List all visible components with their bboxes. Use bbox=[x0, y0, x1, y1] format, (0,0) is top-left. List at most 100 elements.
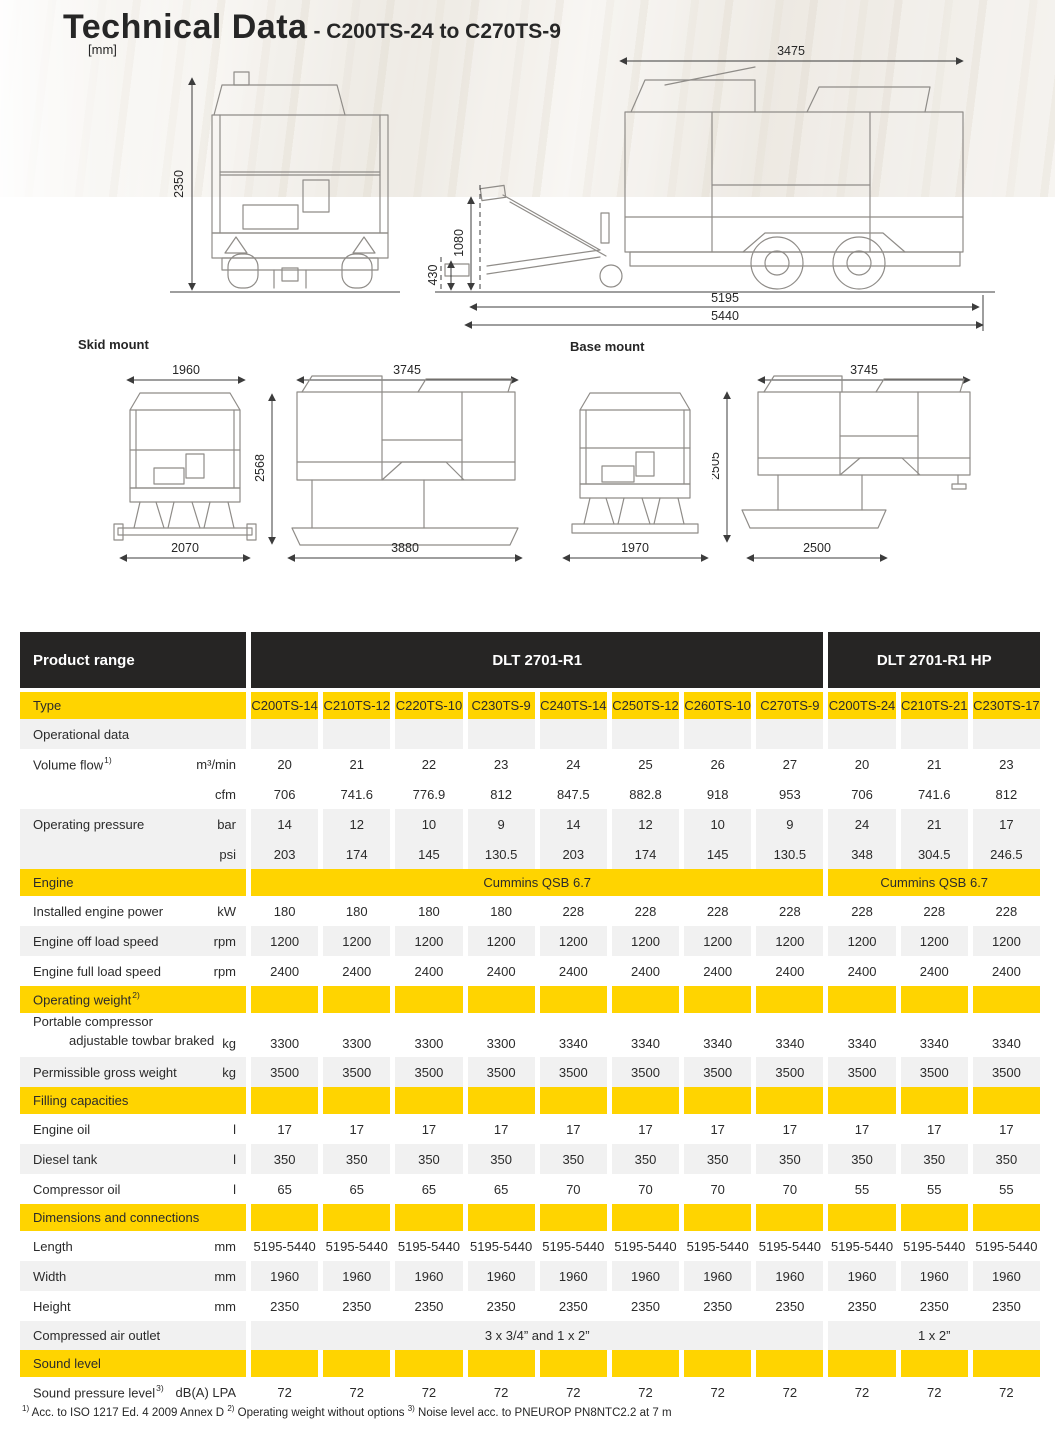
value-cell: 350 bbox=[972, 1144, 1040, 1174]
type-column-header: C210TS-12 bbox=[323, 692, 391, 719]
table-row: Engine off load speed rpm 1200 1200 1200 1200… bbox=[20, 926, 1040, 956]
table-row: Operational data bbox=[20, 719, 1040, 749]
value-cell: 55 bbox=[900, 1174, 968, 1204]
empty-cell bbox=[972, 1087, 1040, 1114]
skid-front-drawing: 1960 2070 bbox=[113, 363, 257, 562]
value-cell: 26 bbox=[684, 749, 752, 779]
dimension-label: 3475 bbox=[777, 45, 805, 58]
table-row: Sound pressure level3) dB(A) LPA 72 72 72 72 7… bbox=[20, 1377, 1040, 1407]
product-range-header: Product range bbox=[20, 632, 246, 688]
value-cell: 5195-5440 bbox=[828, 1231, 896, 1261]
value-cell: 1960 bbox=[467, 1261, 535, 1291]
type-column-header: C250TS-12 bbox=[611, 692, 680, 719]
base-side-drawing: 2505 3745 2500 bbox=[712, 363, 971, 562]
value-cell: 3300 bbox=[251, 1013, 319, 1057]
value-cell: 2400 bbox=[756, 956, 824, 986]
dimension-label: 2500 bbox=[803, 541, 831, 555]
value-cell: 14 bbox=[251, 809, 319, 839]
value-cell: 72 bbox=[972, 1377, 1040, 1407]
value-cell: 5195-5440 bbox=[395, 1231, 463, 1261]
value-cell: 1960 bbox=[900, 1261, 968, 1291]
empty-cell bbox=[828, 1204, 896, 1231]
merged-value-cell: Cummins QSB 6.7 bbox=[828, 869, 1040, 896]
empty-cell bbox=[467, 1350, 535, 1377]
value-cell: 2400 bbox=[395, 956, 463, 986]
value-cell: 1200 bbox=[684, 926, 752, 956]
table-row: Diesel tank l 350 350 350 350 350 350 350 350 350 3… bbox=[20, 1144, 1040, 1174]
table-row: Installed engine power kW 180 180 180 180 228 2… bbox=[20, 896, 1040, 926]
value-cell: 3340 bbox=[684, 1013, 752, 1057]
value-cell: 3500 bbox=[395, 1057, 463, 1087]
skid-side-drawing: 2568 3745 3880 bbox=[253, 363, 523, 562]
value-cell: 1960 bbox=[323, 1261, 391, 1291]
value-cell: 2350 bbox=[972, 1291, 1040, 1321]
empty-cell bbox=[395, 986, 463, 1013]
dimension-label: 430 bbox=[426, 265, 440, 286]
dimension-label: 1970 bbox=[621, 541, 649, 555]
table-row: cfm 706 741.6 776.9 812 847.5 882.8 918 953 706 74… bbox=[20, 779, 1040, 809]
value-cell: 5195-5440 bbox=[972, 1231, 1040, 1261]
empty-cell bbox=[323, 1350, 391, 1377]
empty-cell bbox=[972, 1350, 1040, 1377]
empty-cell bbox=[828, 1350, 896, 1377]
empty-cell bbox=[611, 986, 680, 1013]
value-cell: 2400 bbox=[467, 956, 535, 986]
value-cell: 953 bbox=[756, 779, 824, 809]
value-cell: 3500 bbox=[539, 1057, 607, 1087]
value-cell: 5195-5440 bbox=[251, 1231, 319, 1261]
value-cell: 1200 bbox=[611, 926, 680, 956]
empty-cell bbox=[251, 986, 319, 1013]
value-cell: 1200 bbox=[828, 926, 896, 956]
value-cell: 350 bbox=[395, 1144, 463, 1174]
value-cell: 23 bbox=[972, 749, 1040, 779]
row-label-cell: Operational data bbox=[20, 719, 246, 749]
value-cell: 65 bbox=[251, 1174, 319, 1204]
row-label-cell: Filling capacities bbox=[20, 1087, 246, 1114]
value-cell: 3500 bbox=[323, 1057, 391, 1087]
empty-cell bbox=[539, 1350, 607, 1377]
value-cell: 145 bbox=[684, 839, 752, 869]
page-title: Technical Data - C200TS-24 to C270TS-9 bbox=[63, 8, 561, 47]
type-column-header: C270TS-9 bbox=[756, 692, 824, 719]
value-cell: 3340 bbox=[539, 1013, 607, 1057]
dimension-label: 3745 bbox=[850, 363, 878, 377]
merged-value-cell: 3 x 3/4” and 1 x 2” bbox=[251, 1321, 824, 1350]
dimension-label: 2505 bbox=[712, 452, 722, 480]
empty-cell bbox=[323, 986, 391, 1013]
value-cell: 21 bbox=[323, 749, 391, 779]
base-front-drawing: 1970 bbox=[562, 392, 709, 562]
type-column-header: C230TS-17 bbox=[972, 692, 1040, 719]
empty-cell bbox=[539, 1087, 607, 1114]
value-cell: 72 bbox=[539, 1377, 607, 1407]
row-label-cell: Permissible gross weight kg bbox=[20, 1057, 246, 1087]
table-row: Engine full load speed rpm 2400 2400 2400 240… bbox=[20, 956, 1040, 986]
dimension-label: 3880 bbox=[391, 541, 419, 555]
dimension-label: 2350 bbox=[172, 170, 186, 198]
value-cell: 72 bbox=[756, 1377, 824, 1407]
table-row: Dimensions and connections bbox=[20, 1204, 1040, 1231]
table-row: Length mm 5195-5440 5195-5440 5195-5440 5195-… bbox=[20, 1231, 1040, 1261]
row-label-cell: Engine off load speed rpm bbox=[20, 926, 246, 956]
value-cell: 65 bbox=[395, 1174, 463, 1204]
table-header-row: Product range DLT 2701-R1 DLT 2701-R1 HP bbox=[20, 632, 1040, 688]
empty-cell bbox=[251, 1350, 319, 1377]
value-cell: 3300 bbox=[395, 1013, 463, 1057]
value-cell: 2350 bbox=[756, 1291, 824, 1321]
type-column-header: C200TS-14 bbox=[251, 692, 319, 719]
value-cell: 882.8 bbox=[611, 779, 680, 809]
value-cell: 2350 bbox=[611, 1291, 680, 1321]
table-rows: Type C200TS-14 C210TS-12 C220TS-10 C230TS-9 C… bbox=[20, 692, 1040, 1407]
merged-value-cell: Cummins QSB 6.7 bbox=[251, 869, 824, 896]
value-cell: 72 bbox=[251, 1377, 319, 1407]
type-column-header: C230TS-9 bbox=[467, 692, 535, 719]
value-cell: 228 bbox=[684, 896, 752, 926]
table-row: Volume flow1) m³/min 20 21 22 23 24 25 26 27 20 21 2… bbox=[20, 749, 1040, 779]
value-cell: 3340 bbox=[611, 1013, 680, 1057]
value-cell: 1200 bbox=[539, 926, 607, 956]
value-cell: 3340 bbox=[756, 1013, 824, 1057]
value-cell: 2350 bbox=[900, 1291, 968, 1321]
table-row: Compressed air outlet 3 x 3/4” and 1 x 2”… bbox=[20, 1321, 1040, 1350]
empty-cell bbox=[395, 1350, 463, 1377]
value-cell: 2350 bbox=[539, 1291, 607, 1321]
dimension-label: 2568 bbox=[253, 454, 267, 482]
